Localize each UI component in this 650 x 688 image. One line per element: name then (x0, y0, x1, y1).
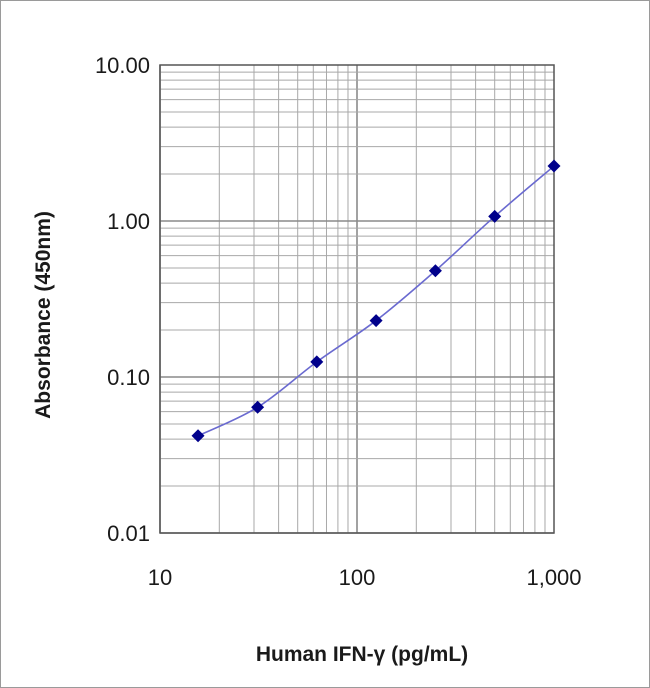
x-tick-label: 100 (339, 565, 376, 590)
plot-area (159, 64, 555, 534)
y-tick-label: 0.10 (107, 365, 150, 390)
data-point (369, 314, 383, 328)
x-tick-label: 1,000 (526, 565, 581, 590)
series-line (197, 165, 555, 437)
y-tick-label: 1.00 (107, 209, 150, 234)
data-point (310, 355, 324, 369)
y-tick-label: 0.01 (107, 521, 150, 546)
x-axis-title: Human IFN-γ (pg/mL) (256, 643, 468, 666)
y-tick-labels: 10.00 1.00 0.10 0.01 (95, 53, 150, 546)
data-point (428, 264, 442, 278)
data-point (488, 209, 502, 223)
data-point (547, 159, 561, 173)
y-axis-title: Absorbance (450nm) (32, 211, 55, 419)
data-points (191, 159, 561, 443)
y-tick-label: 10.00 (95, 53, 150, 78)
data-point (191, 429, 205, 443)
x-tick-labels: 10 100 1,000 (148, 565, 582, 590)
grid-lines (159, 65, 554, 534)
data-point (251, 400, 265, 414)
x-tick-label: 10 (148, 565, 172, 590)
